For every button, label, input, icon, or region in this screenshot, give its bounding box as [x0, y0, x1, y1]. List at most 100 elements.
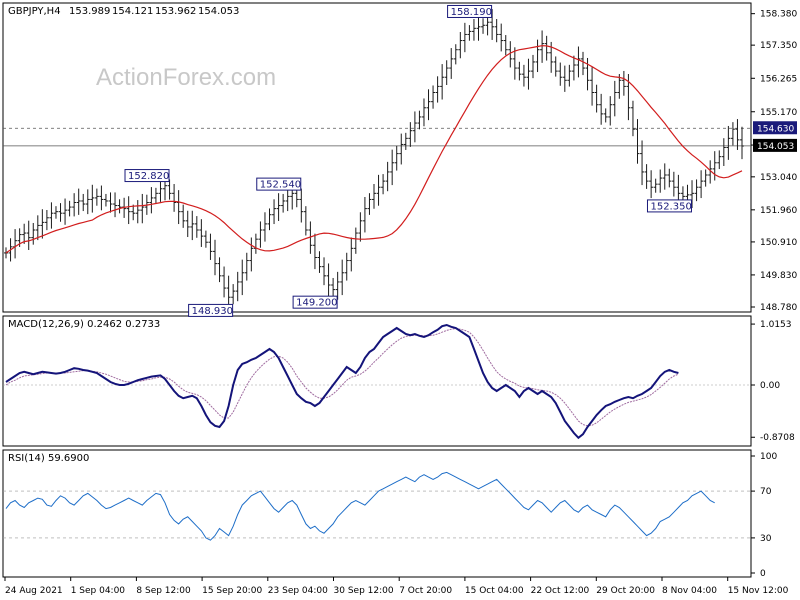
price-callout: 158.190 — [447, 4, 493, 18]
macd-y-axis: 1.0153 0.00 -0.8708 — [751, 320, 795, 443]
price-title-close: 154.053 — [198, 6, 239, 17]
ohlc-bar — [617, 74, 622, 99]
ohlc-bar — [376, 174, 381, 206]
ohlc-bar — [412, 111, 417, 143]
ohlc-bar — [535, 39, 540, 73]
ohlc-bar — [712, 151, 717, 181]
ohlc-bar — [726, 125, 731, 160]
price-level-badge — [753, 121, 797, 135]
ohlc-bar — [303, 206, 308, 236]
ohlc-bar — [212, 239, 217, 276]
ohlc-bar — [308, 221, 313, 254]
ohlc-bar — [140, 193, 145, 224]
ohlc-bar — [194, 216, 199, 238]
price-callouts: 152.820 148.930 152.540 149.200 158.190 152.3… — [124, 4, 692, 317]
ohlc-bar — [590, 67, 595, 106]
price-callout-label: 148.930 — [192, 306, 233, 317]
rsi-pane[interactable] — [2, 449, 752, 578]
price-y-tick-label: 150.910 — [760, 238, 797, 248]
price-callout: 148.930 — [188, 303, 234, 317]
ohlc-bar — [85, 189, 90, 215]
ohlc-bar — [612, 80, 617, 117]
ohlc-bar — [26, 220, 31, 251]
ohlc-bar — [662, 163, 667, 190]
ohlc-bar — [671, 171, 676, 197]
ohlc-bar — [372, 184, 376, 209]
ohlc-bar — [362, 197, 367, 233]
ohlc-bar — [281, 193, 286, 213]
macd-pane[interactable] — [2, 315, 752, 447]
price-y-tick-label: 158.380 — [760, 10, 797, 20]
ohlc-bar — [717, 150, 722, 170]
ohlc-bar — [562, 65, 567, 92]
ohlc-bar — [272, 199, 277, 225]
price-callout-label: 149.200 — [296, 298, 337, 309]
price-level-badge-label: 154.630 — [757, 124, 794, 134]
ohlc-bar — [449, 48, 454, 79]
ohlc-bar — [349, 237, 354, 272]
ohlc-bar — [608, 96, 613, 126]
ohlc-bar — [558, 62, 563, 86]
watermark-text: ActionForex.com — [96, 64, 276, 91]
time-axis: 24 Aug 2021 1 Sep 04:00 8 Sep 12:00 15 Sep … — [4, 577, 789, 596]
ohlc-bar — [358, 212, 363, 242]
ohlc-bar — [576, 46, 581, 78]
price-callout: 152.820 — [124, 169, 170, 183]
ohlc-bar — [131, 204, 136, 221]
ohlc-bar — [326, 263, 331, 298]
ohlc-bar — [240, 259, 245, 296]
price-callout-label: 158.190 — [451, 7, 492, 18]
ohlc-bar — [499, 23, 504, 52]
price-y-tick-label: 149.830 — [760, 271, 797, 281]
price-level-badge-label: 154.053 — [757, 142, 794, 152]
rsi-y-tick-label: 100 — [760, 452, 777, 462]
ohlc-bar — [108, 192, 113, 213]
ohlc-bar — [467, 25, 472, 41]
ohlc-bar — [481, 18, 486, 34]
ohlc-bar — [594, 84, 599, 113]
ohlc-bar — [258, 221, 263, 248]
ohlc-bar — [580, 51, 585, 76]
rsi-pane-label: RSI(14) 59.6900 — [8, 453, 89, 464]
rsi-y-tick-label: 0 — [760, 569, 766, 579]
price-y-axis: 158.380157.350156.265155.170154.080153.0… — [751, 10, 797, 313]
price-pane[interactable] — [2, 2, 752, 313]
price-level-badge — [753, 138, 797, 152]
ohlc-bar — [90, 184, 95, 213]
ohlc-bar — [103, 193, 108, 207]
ohlc-bar — [231, 284, 236, 305]
ohlc-bar — [149, 187, 154, 214]
ohlc-bar — [181, 204, 186, 228]
time-axis-label: 15 Oct 04:00 — [465, 586, 524, 596]
time-axis-label: 7 Oct 20:00 — [399, 586, 452, 596]
price-y-tick-label: 156.265 — [760, 74, 797, 84]
price-bars — [4, 9, 744, 310]
ohlc-bar — [394, 145, 399, 171]
time-axis-label: 30 Sep 12:00 — [334, 586, 394, 596]
price-y-tick-label: 151.960 — [760, 206, 797, 216]
ohlc-bar — [63, 198, 68, 225]
macd-signal-line — [5, 328, 679, 427]
ohlc-bar — [703, 169, 708, 187]
ohlc-bar — [381, 174, 386, 195]
ohlc-bar — [399, 133, 404, 165]
ohlc-bar — [417, 110, 422, 130]
price-levels: 154.630 154.053 — [3, 121, 797, 152]
ohlc-bar — [344, 252, 349, 281]
ohlc-bar — [526, 58, 531, 90]
ohlc-bar — [385, 161, 390, 192]
ohlc-bar — [435, 76, 440, 103]
price-callout-label: 152.540 — [260, 180, 301, 191]
ohlc-bar — [531, 54, 536, 79]
ohlc-bar — [621, 70, 626, 96]
ohlc-bar — [322, 257, 327, 286]
ohlc-bar — [267, 208, 272, 231]
ohlc-bar — [553, 56, 558, 77]
ohlc-bar — [735, 119, 740, 150]
ohlc-bar — [644, 164, 649, 189]
ohlc-bar — [167, 179, 172, 200]
ohlc-bar — [276, 193, 281, 221]
ohlc-bar — [49, 202, 54, 229]
ohlc-bar — [222, 266, 227, 298]
